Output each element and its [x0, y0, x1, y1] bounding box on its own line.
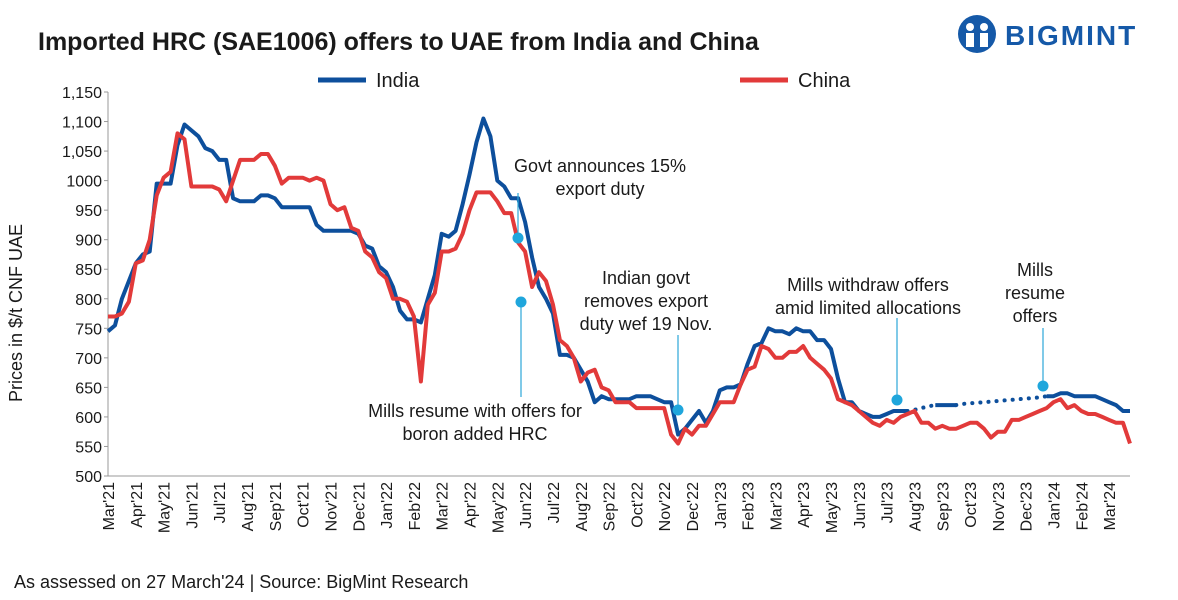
x-tick-label: Aug'21 [240, 482, 257, 531]
x-tick-label: Nov'21 [323, 482, 340, 531]
x-tick-label: Jul'23 [880, 482, 897, 523]
x-tick-label: Jun'22 [518, 482, 535, 529]
x-tick-label: Oct'22 [629, 482, 646, 528]
y-tick-label: 600 [75, 410, 102, 427]
annotation-dot [1037, 380, 1049, 392]
annotation-text: export duty [555, 179, 644, 199]
x-tick-label: Aug'22 [574, 482, 591, 531]
logo-icon [980, 33, 988, 47]
annotation-text: resume [1005, 283, 1065, 303]
logo-text: BIGMINT [1005, 20, 1137, 51]
annotation-text: Mills resume with offers for [368, 401, 582, 421]
x-tick-label: May'23 [824, 482, 841, 533]
x-tick-label: Mar'21 [101, 482, 118, 531]
x-tick-label: Dec'22 [685, 482, 702, 531]
y-tick-label: 1,050 [62, 144, 102, 161]
x-tick-label: Apr'23 [796, 482, 813, 528]
x-tick-label: Sep'22 [602, 482, 619, 531]
x-tick-label: Apr'21 [129, 482, 146, 528]
x-tick-label: Dec'23 [1019, 482, 1036, 531]
x-tick-label: Nov'22 [657, 482, 674, 531]
x-tick-label: Feb'23 [741, 482, 758, 531]
footer: As assessed on 27 March'24 | Source: Big… [14, 572, 468, 592]
line-series [905, 394, 1049, 413]
x-tick-label: Jan'23 [713, 482, 730, 529]
x-tick-label: May'21 [157, 482, 174, 533]
annotation-dot [512, 232, 524, 244]
logo-icon [980, 23, 988, 31]
annotation-text: removes export [584, 291, 708, 311]
x-tick-label: Apr'22 [463, 482, 480, 528]
y-tick-label: 700 [75, 351, 102, 368]
annotation-text: offers [1013, 306, 1058, 326]
y-tick-label: 1,150 [62, 85, 102, 102]
line-series [108, 131, 1132, 446]
annotation-text: Mills withdraw offers [787, 275, 949, 295]
y-tick-label: 800 [75, 292, 102, 309]
annotation-text: amid limited allocations [775, 298, 961, 318]
legend-label: China [798, 70, 851, 92]
x-tick-label: Feb'24 [1074, 482, 1091, 531]
x-tick-label: Sep'21 [268, 482, 285, 531]
logo-icon [966, 33, 974, 47]
annotation-text: boron added HRC [402, 424, 547, 444]
x-tick-label: Nov'23 [991, 482, 1008, 531]
x-tick-label: Jun'23 [852, 482, 869, 529]
y-tick-label: 1,100 [62, 115, 102, 132]
y-tick-label: 1000 [66, 174, 102, 191]
logo: BIGMINT [958, 15, 1137, 53]
annotation-text: Indian govt [602, 268, 690, 288]
annotation-text: Govt announces 15% [514, 156, 686, 176]
chart-title: Imported HRC (SAE1006) offers to UAE fro… [38, 28, 760, 56]
logo-icon [966, 23, 974, 31]
annotation-dot [672, 404, 684, 416]
logo-icon [958, 15, 996, 53]
x-tick-label: May'22 [490, 482, 507, 533]
x-tick-label: Sep'23 [935, 482, 952, 531]
y-tick-label: 500 [75, 469, 102, 486]
x-tick-label: Dec'21 [351, 482, 368, 531]
line-series [106, 116, 1130, 437]
y-tick-label: 850 [75, 262, 102, 279]
x-tick-label: Oct'23 [963, 482, 980, 528]
x-tick-label: Mar'24 [1102, 482, 1119, 531]
x-tick-label: Aug'23 [907, 482, 924, 531]
x-tick-label: Jan'22 [379, 482, 396, 529]
x-tick-label: Jun'21 [184, 482, 201, 529]
annotation-dot [891, 394, 903, 406]
legend-label: India [376, 70, 420, 92]
annotation-dot [515, 296, 527, 308]
y-tick-label: 650 [75, 380, 102, 397]
x-tick-label: Jan'24 [1047, 482, 1064, 529]
y-axis-label: Prices in $/t CNF UAE [6, 224, 26, 402]
annotation-text: Mills [1017, 260, 1053, 280]
x-tick-label: Mar'23 [768, 482, 785, 531]
x-tick-label: Feb'22 [407, 482, 424, 531]
y-tick-label: 750 [75, 321, 102, 338]
y-tick-label: 900 [75, 233, 102, 250]
y-tick-label: 550 [75, 439, 102, 456]
x-tick-label: Mar'22 [435, 482, 452, 531]
x-tick-label: Oct'21 [296, 482, 313, 528]
y-tick-label: 950 [75, 203, 102, 220]
x-tick-label: Jul'22 [546, 482, 563, 523]
x-tick-label: Jul'21 [212, 482, 229, 523]
annotation-text: duty wef 19 Nov. [580, 314, 713, 334]
